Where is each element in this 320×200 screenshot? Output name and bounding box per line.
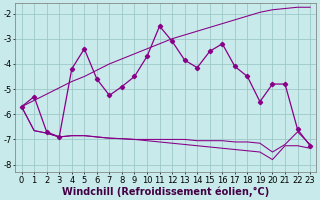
X-axis label: Windchill (Refroidissement éolien,°C): Windchill (Refroidissement éolien,°C) — [62, 186, 269, 197]
